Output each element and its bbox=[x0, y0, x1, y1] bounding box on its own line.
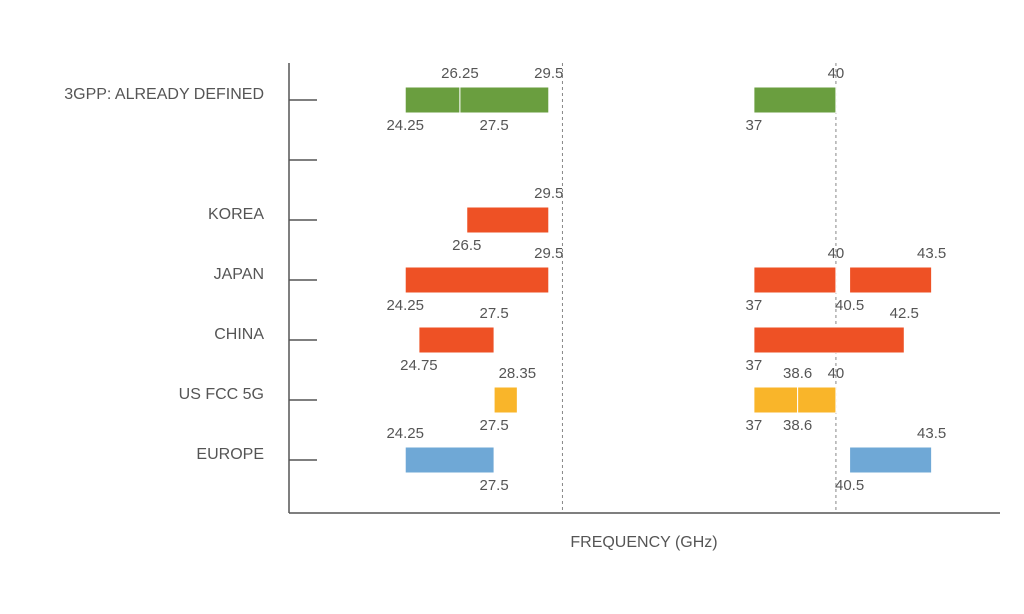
value-label: 27.5 bbox=[479, 117, 508, 134]
value-label: 27.5 bbox=[479, 417, 508, 434]
value-label: 28.35 bbox=[499, 365, 537, 382]
category-label: KOREA bbox=[208, 206, 264, 223]
value-label: 40.5 bbox=[835, 297, 864, 314]
value-label: 26.5 bbox=[452, 237, 481, 254]
value-label: 37 bbox=[746, 117, 763, 134]
value-label: 37 bbox=[746, 297, 763, 314]
category-label: CHINA bbox=[214, 326, 264, 343]
value-label: 24.25 bbox=[386, 425, 424, 442]
value-label: 40 bbox=[828, 365, 845, 382]
range-bar bbox=[849, 446, 933, 474]
value-label: 37 bbox=[746, 417, 763, 434]
category-label: EUROPE bbox=[196, 446, 264, 463]
x-axis-label: FREQUENCY (GHz) bbox=[570, 534, 717, 551]
range-bar bbox=[404, 86, 461, 114]
value-label: 26.25 bbox=[441, 65, 479, 82]
range-bar bbox=[797, 386, 837, 414]
range-bar bbox=[404, 266, 550, 294]
category-label: JAPAN bbox=[214, 266, 264, 283]
range-bar bbox=[404, 446, 495, 474]
value-label: 37 bbox=[746, 357, 763, 374]
range-bar bbox=[753, 386, 799, 414]
value-label: 29.5 bbox=[534, 185, 563, 202]
range-bar bbox=[849, 266, 933, 294]
range-bar bbox=[753, 326, 905, 354]
value-label: 38.6 bbox=[783, 417, 812, 434]
range-bar bbox=[753, 86, 837, 114]
value-label: 42.5 bbox=[890, 305, 919, 322]
category-label: US FCC 5G bbox=[179, 386, 264, 403]
value-label: 29.5 bbox=[534, 65, 563, 82]
value-label: 27.5 bbox=[479, 477, 508, 494]
value-label: 24.25 bbox=[386, 297, 424, 314]
value-label: 43.5 bbox=[917, 245, 946, 262]
value-label: 38.6 bbox=[783, 365, 812, 382]
range-bar bbox=[466, 206, 550, 234]
range-bar bbox=[459, 86, 550, 114]
value-label: 29.5 bbox=[534, 245, 563, 262]
range-bar bbox=[493, 386, 518, 414]
value-label: 24.25 bbox=[386, 117, 424, 134]
category-label: 3GPP: ALREADY DEFINED bbox=[64, 86, 264, 103]
value-label: 40 bbox=[828, 245, 845, 262]
value-label: 24.75 bbox=[400, 357, 438, 374]
value-label: 27.5 bbox=[479, 305, 508, 322]
range-bar bbox=[418, 326, 495, 354]
value-label: 40.5 bbox=[835, 477, 864, 494]
value-label: 43.5 bbox=[917, 425, 946, 442]
value-label: 40 bbox=[828, 65, 845, 82]
range-bar bbox=[753, 266, 837, 294]
